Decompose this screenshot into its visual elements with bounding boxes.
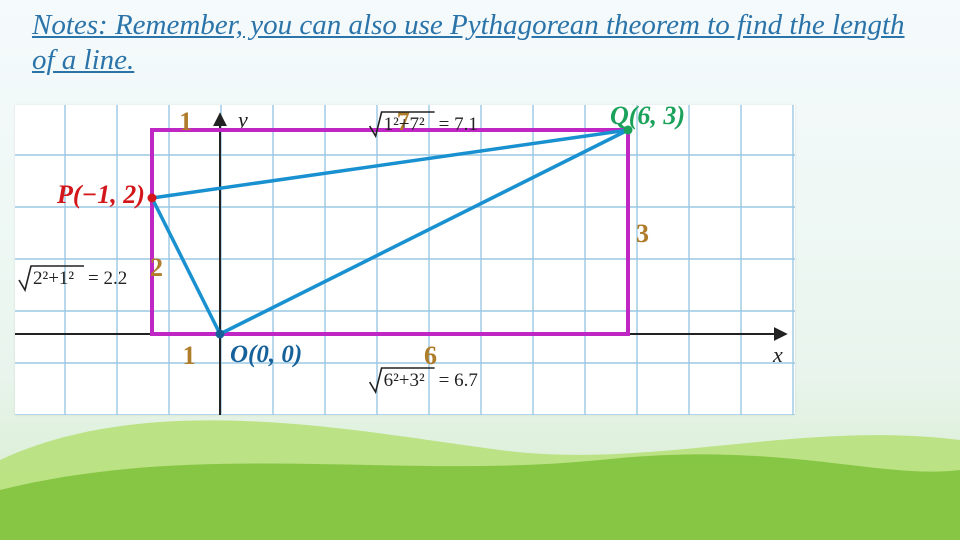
svg-text:P(−1, 2): P(−1, 2) xyxy=(56,180,145,209)
svg-text:3: 3 xyxy=(636,219,649,248)
svg-text:2: 2 xyxy=(150,253,163,282)
svg-text:= 6.7: = 6.7 xyxy=(439,370,478,391)
coordinate-plane: yx P(−1, 2)O(0, 0)Q(6, 3)1723161²+7²= 7.… xyxy=(15,105,795,415)
svg-text:6: 6 xyxy=(424,341,437,370)
svg-text:= 2.2: = 2.2 xyxy=(88,268,127,289)
svg-text:O(0, 0): O(0, 0) xyxy=(230,341,302,368)
svg-text:= 7.1: = 7.1 xyxy=(439,114,478,135)
svg-text:Q(6, 3): Q(6, 3) xyxy=(610,105,685,130)
svg-text:1²+7²: 1²+7² xyxy=(384,114,425,135)
svg-text:x: x xyxy=(772,342,783,367)
svg-text:1: 1 xyxy=(179,107,192,136)
pythagorean-diagram: yx P(−1, 2)O(0, 0)Q(6, 3)1723161²+7²= 7.… xyxy=(15,105,795,415)
notes-heading: Notes: Remember, you can also use Pythag… xyxy=(32,8,932,78)
svg-text:2²+1²: 2²+1² xyxy=(33,268,74,289)
svg-text:1: 1 xyxy=(183,341,196,370)
svg-text:6²+3²: 6²+3² xyxy=(384,370,425,391)
